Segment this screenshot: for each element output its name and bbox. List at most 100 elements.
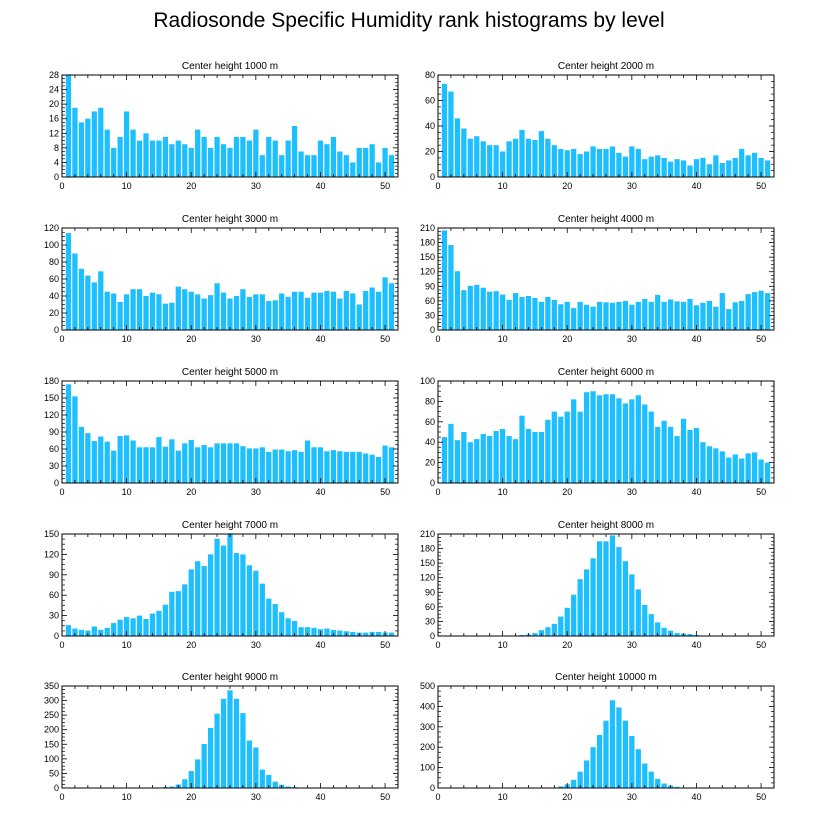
histogram-bar (317, 292, 324, 330)
histogram-bar (149, 447, 156, 483)
y-tick-label: 150 (420, 252, 435, 262)
histogram-bar (285, 618, 291, 636)
y-tick-label: 30 (49, 611, 59, 621)
histogram-bar (532, 432, 538, 483)
histogram-bar (246, 565, 253, 636)
histogram-panel: Center height 9000 m 0 10 20 30 40 50 0 50 100 150… (44, 672, 399, 802)
histogram-bar (317, 140, 324, 177)
x-tick-label: 20 (186, 334, 196, 344)
histogram-bar (388, 155, 395, 177)
y-tick-label: 20 (49, 99, 59, 109)
histogram-bar (635, 749, 641, 788)
histogram-bar (246, 448, 253, 483)
histogram-bar (253, 570, 259, 636)
histogram-bar (175, 591, 181, 636)
y-tick-label: 80 (425, 396, 435, 406)
histogram-bar (667, 299, 674, 330)
y-tick-label: 200 (420, 742, 435, 752)
histogram-bar (706, 164, 713, 177)
histogram-bar (175, 450, 181, 483)
y-tick-label: 60 (425, 417, 435, 427)
histogram-bar (169, 591, 175, 636)
x-tick-label: 40 (691, 181, 701, 191)
histogram-bar (577, 154, 583, 177)
histogram-bar (519, 415, 525, 483)
histogram-bar (590, 558, 596, 636)
histogram-panel: Center height 2000 m 0 10 20 30 40 50 0 20 40 60 80 (425, 61, 775, 191)
histogram-bar (111, 623, 117, 636)
histogram-bar (272, 300, 278, 330)
x-tick-label: 10 (122, 640, 132, 650)
histogram-bar (629, 146, 635, 177)
x-tick-label: 40 (691, 487, 701, 497)
histogram-bar (583, 392, 590, 483)
y-tick-label: 120 (420, 573, 435, 583)
histogram-bar (693, 159, 700, 177)
histogram-bar (169, 302, 175, 330)
histogram-bar (687, 429, 693, 483)
y-tick-label: 0 (54, 172, 59, 182)
histogram-bar (441, 437, 448, 483)
histogram-bar (285, 786, 291, 788)
histogram-bar (551, 299, 557, 330)
x-tick-label: 10 (498, 640, 508, 650)
histogram-bar (726, 160, 732, 177)
y-tick-label: 90 (49, 570, 59, 580)
histogram-bar (259, 583, 265, 636)
y-tick-label: 180 (44, 376, 59, 386)
histogram-bar (512, 439, 519, 483)
histogram-bar (499, 428, 506, 483)
histogram-bar (220, 443, 227, 483)
x-tick-label: 30 (627, 640, 637, 650)
histogram-bar (343, 290, 349, 330)
y-tick-label: 24 (49, 85, 59, 95)
histogram-bar (356, 451, 362, 483)
panel-title: Center height 9000 m (182, 672, 278, 683)
histogram-bar (732, 454, 738, 483)
histogram-panel: Center height 4000 m 0 10 20 30 40 50 0 30 60 90 12… (420, 214, 775, 344)
histogram-bar (201, 298, 207, 330)
y-tick-label: 0 (54, 783, 59, 793)
histogram-bar (719, 162, 725, 177)
histogram-bar (72, 396, 78, 483)
histogram-bar (136, 289, 143, 330)
histogram-bar (382, 277, 388, 330)
histogram-bar (266, 598, 272, 636)
histogram-bar (156, 437, 162, 483)
histogram-bar (169, 786, 175, 788)
histogram-bar (655, 622, 661, 636)
histogram-bar (622, 403, 629, 483)
histogram-bar (480, 287, 486, 330)
histogram-bar (603, 302, 609, 330)
histogram-bar (272, 140, 278, 177)
histogram-bar (700, 442, 706, 483)
x-tick-label: 50 (756, 487, 766, 497)
histogram-bar (130, 440, 136, 483)
histogram-bar (558, 148, 564, 177)
histogram-bar (706, 300, 713, 330)
histogram-bar (337, 151, 343, 177)
histogram-bar (130, 289, 136, 330)
histogram-bar (253, 747, 259, 788)
y-tick-label: 90 (425, 281, 435, 291)
histogram-bar (680, 160, 687, 177)
histogram-bar (214, 283, 220, 330)
histogram-bar (751, 452, 758, 483)
histogram-bar (545, 627, 551, 636)
y-tick-label: 0 (430, 325, 435, 335)
histogram-bar (337, 630, 343, 636)
histogram-bar (227, 147, 233, 177)
histogram-bar (272, 781, 278, 788)
x-tick-label: 10 (498, 792, 508, 802)
y-tick-label: 20 (425, 458, 435, 468)
histogram-bar (156, 140, 162, 177)
histogram-bar (758, 459, 764, 483)
histogram-bar (65, 75, 72, 177)
histogram-bar (350, 451, 356, 483)
histogram-bar (169, 439, 175, 483)
histogram-bar (448, 245, 454, 330)
y-tick-label: 80 (49, 257, 59, 267)
histogram-bar (246, 140, 253, 177)
histogram-bar (577, 579, 583, 636)
panel-title: Center height 3000 m (182, 214, 278, 225)
